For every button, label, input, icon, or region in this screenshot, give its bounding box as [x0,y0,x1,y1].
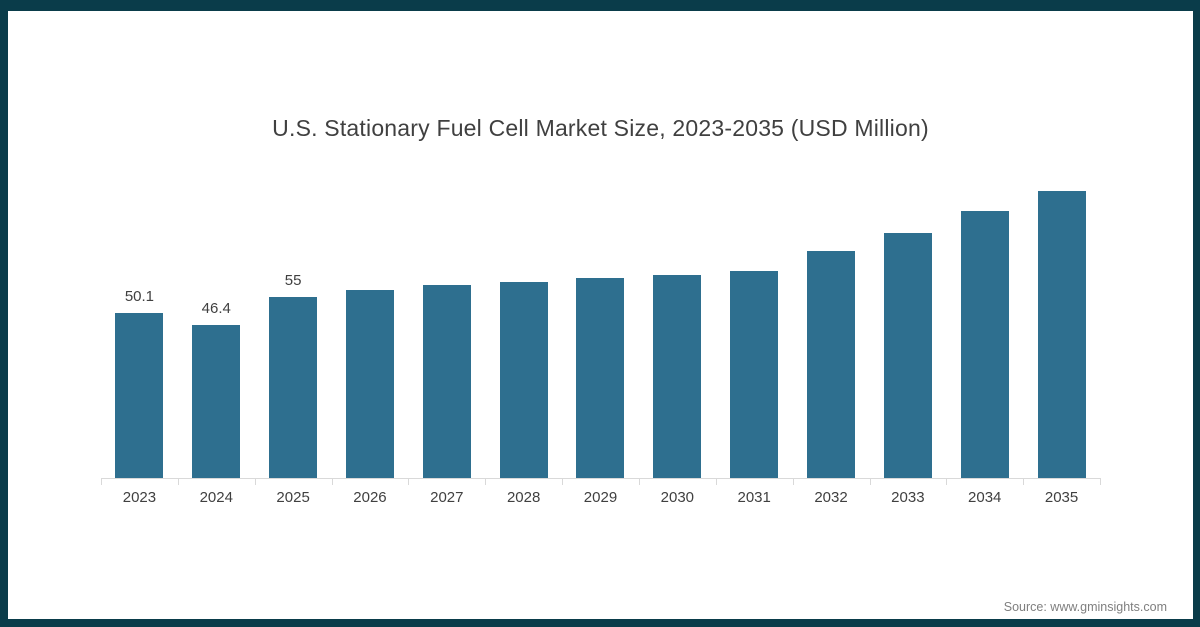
bar-value-label-2025: 55 [284,271,302,289]
x-axis-tick [485,478,487,485]
x-axis-tick [792,478,794,485]
plot-area: 50.1 46.4 55 [101,180,1100,478]
x-axis-label-2025: 2025 [276,489,310,506]
bar-2028 [499,282,548,478]
bar-cell-2028 [485,180,562,478]
bar-cell-2032 [793,180,870,478]
x-axis-label-2028: 2028 [506,489,541,506]
bar-2034 [960,211,1009,478]
x-axis-label-2026: 2026 [353,489,387,506]
bar-2026 [345,289,394,478]
bar-cell-2033 [869,180,946,478]
x-axis-tick [408,478,410,485]
x-axis-label-2032: 2032 [814,489,848,506]
bar-cell-2031 [716,180,793,478]
bar-2027 [422,285,471,478]
bar-value-label-2024: 46.4 [201,300,231,318]
x-axis-line [101,478,1101,479]
x-axis-tick [869,478,871,485]
bar-cell-2023: 50.1 [101,180,178,478]
bar-2035 [1037,190,1086,478]
bar-cell-2025: 55 [255,180,332,478]
bar-2031 [730,270,779,478]
x-axis-label-2035: 2035 [1044,489,1079,506]
x-axis-tick [177,478,179,485]
bar-2033 [883,232,932,478]
bar-2029 [576,277,625,478]
x-axis-tick [331,478,333,485]
x-axis-tick [946,478,948,485]
bar-cell-2027 [408,180,485,478]
x-axis-tick [1023,478,1025,485]
bar-2030 [653,275,702,478]
x-axis-tick [101,478,102,485]
x-axis-label-2033: 2033 [891,489,925,506]
x-axis-label-2023: 2023 [122,489,157,506]
bar-cell-2035 [1023,180,1100,478]
x-axis-tick [638,478,640,485]
bar-2032 [807,251,856,478]
bar-value-label-2023: 50.1 [124,288,155,305]
x-axis-label-2030: 2030 [660,489,695,506]
x-axis-tick [562,478,564,485]
x-axis-tick [1100,478,1101,485]
chart-canvas: U.S. Stationary Fuel Cell Market Size, 2… [8,11,1193,619]
x-axis-label-2031: 2031 [737,489,771,506]
source-attribution: Source: www.gminsights.com [1003,600,1167,614]
bar-cell-2024: 46.4 [178,180,255,478]
bar-cell-2030 [639,180,716,478]
bar-cell-2034 [946,180,1023,478]
bar-2023 [115,313,164,478]
x-axis-labels: 2023 2024 2025 2026 2027 2028 2029 2030 2031 2032… [101,489,1100,506]
bar-cell-2026 [332,180,409,478]
x-axis-tick [254,478,256,485]
chart-title: U.S. Stationary Fuel Cell Market Size, 2… [272,115,929,141]
x-axis-tick [715,478,717,485]
bar-2024 [192,325,241,478]
x-axis-label-2024: 2024 [199,489,233,506]
x-axis-label-2029: 2029 [583,489,618,506]
x-axis-label-2027: 2027 [430,489,464,506]
bar-2025 [269,296,318,478]
bar-cell-2029 [562,180,639,478]
x-axis-label-2034: 2034 [968,489,1002,506]
